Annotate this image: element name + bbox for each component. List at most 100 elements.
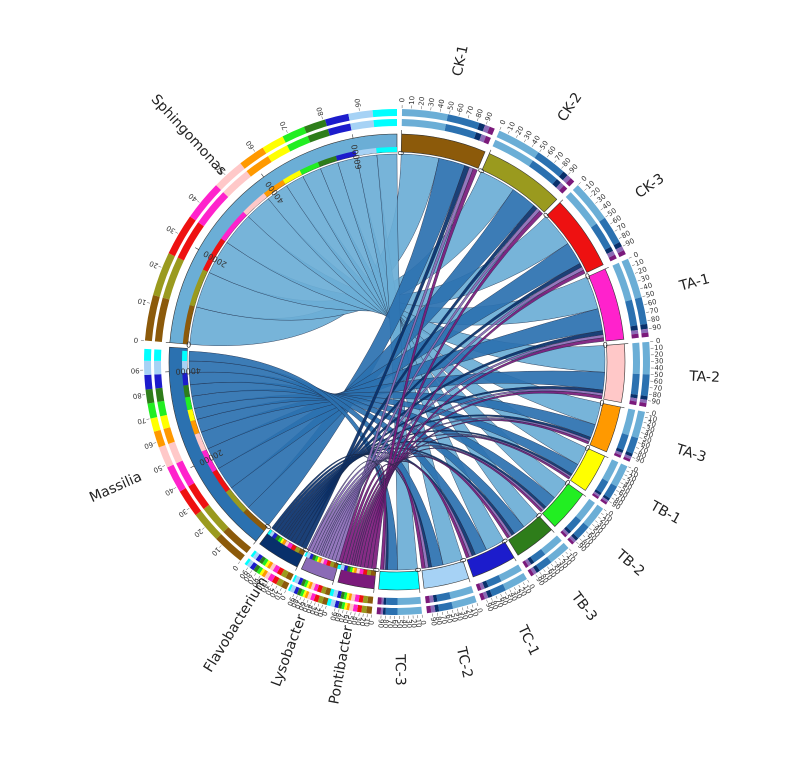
- taxon-band-sphingomonas-1: [189, 269, 208, 307]
- pct-tick-label: 20: [418, 96, 427, 106]
- pct-tick-label: 40: [531, 134, 543, 146]
- pct-tick-label: 10: [654, 344, 663, 352]
- pct-tick-label: 70: [542, 570, 554, 582]
- value-tick-label: 0: [541, 211, 551, 221]
- ring2-tb-1-0: [610, 463, 628, 487]
- pct-tick: [631, 264, 635, 267]
- pct-tick-label: 10: [647, 414, 657, 424]
- pct-tick: [576, 541, 579, 545]
- ring1-ck-1-1: [444, 123, 477, 139]
- pct-tick: [644, 303, 648, 305]
- pct-tick-label: 0: [656, 337, 661, 345]
- ring2-sphingomonas-6: [262, 136, 286, 154]
- pct-tick: [565, 551, 568, 555]
- pct-tick: [518, 584, 521, 588]
- pct-tick-label: 90: [484, 111, 495, 122]
- pct-tick: [646, 311, 650, 313]
- pct-tick: [458, 112, 460, 116]
- segment-tb-2: [541, 483, 584, 527]
- taxon-band-sphingomonas-6: [282, 170, 303, 185]
- taxon-band-pontibacter-0: [370, 570, 376, 576]
- pct-tick: [486, 599, 488, 603]
- ring1-flavobacterium-2: [276, 567, 285, 576]
- pct-tick: [568, 548, 572, 552]
- pct-tick: [554, 160, 557, 163]
- ring1-pontibacter-9: [336, 590, 342, 599]
- pct-tick-label: 90: [237, 568, 249, 580]
- ring1-tc-3-3: [381, 597, 384, 605]
- pct-tick-label: 40: [437, 99, 446, 109]
- pct-tick: [622, 244, 626, 247]
- ring2-sphingomonas-2: [168, 216, 196, 257]
- ring1-ta-1-1: [625, 299, 638, 327]
- ring2-lysobacter-3: [309, 592, 316, 601]
- value-tick-label: 0: [186, 340, 192, 349]
- taxon-band-massilia-2: [212, 469, 230, 493]
- ring1-ck-2-4: [559, 185, 568, 194]
- value-tick-label: 0: [458, 557, 468, 565]
- pct-tick-label: 40: [259, 582, 270, 594]
- pct-tick: [610, 222, 613, 225]
- ring1-tc-2-0: [449, 585, 474, 599]
- ring2-massilia-11: [144, 348, 152, 361]
- value-tick: [253, 540, 257, 545]
- value-tick-label: 0: [413, 567, 422, 573]
- pct-tick-label: 20: [626, 473, 638, 484]
- pct-tick-label: 90: [534, 576, 546, 588]
- ring2-massilia-5: [153, 429, 166, 448]
- pct-tick: [582, 534, 586, 538]
- taxon-band-massilia-8: [183, 384, 190, 398]
- taxon-band-sphingomonas-2: [202, 238, 226, 272]
- taxon-band-sphingomonas-10: [355, 148, 377, 156]
- pct-tick-label: 50: [345, 615, 354, 625]
- pct-tick-label: 30: [308, 605, 318, 616]
- pct-tick: [219, 545, 222, 548]
- pct-tick: [613, 493, 617, 496]
- ring2-pontibacter-4: [348, 603, 354, 612]
- taxon-band-lysobacter-4: [320, 558, 325, 564]
- pct-tick-label: 0: [527, 583, 536, 591]
- ring2-ta-1-2: [640, 323, 648, 330]
- taxon-band-pontibacter-5: [353, 567, 358, 574]
- taxon-band-massilia-3: [201, 449, 217, 473]
- value-tick: [620, 406, 625, 409]
- pct-tick-label: 10: [506, 121, 517, 133]
- pct-tick-label: 80: [650, 315, 660, 324]
- label-ck-1: CK-1: [450, 44, 472, 78]
- ring1-massilia-0: [223, 527, 252, 553]
- pct-tick: [595, 201, 598, 204]
- ring1-pontibacter-10: [332, 589, 339, 598]
- label-ta-1: TA-1: [677, 271, 712, 295]
- ring1-tc-1-3: [479, 582, 485, 590]
- pct-tick: [279, 588, 282, 591]
- ring1-tb-3-4: [522, 560, 529, 568]
- pct-tick: [603, 509, 607, 512]
- taxon-band-pontibacter-8: [346, 566, 351, 572]
- ring2-sphingomonas-4: [216, 163, 245, 191]
- ring1-sphingomonas-0: [154, 297, 170, 342]
- taxon-band-sphingomonas-11: [376, 147, 397, 153]
- ring1-massilia-7: [157, 400, 167, 417]
- pct-tick-label: 50: [654, 371, 663, 379]
- segment-ck-1: [400, 133, 486, 169]
- ring1-tb-1-2: [594, 489, 602, 496]
- pct-tick-label: 20: [358, 617, 367, 627]
- pct-tick-label: 60: [640, 440, 651, 450]
- pct-tick-label: 20: [599, 516, 611, 528]
- pct-tick-label: 90: [354, 98, 363, 108]
- ring1-tc-3-1: [386, 597, 398, 605]
- pct-tick: [491, 597, 493, 601]
- ring2-tc-2-4: [426, 605, 432, 614]
- taxon-band-lysobacter-7: [314, 555, 319, 562]
- ring2-tb-1-2: [602, 494, 611, 501]
- pct-tick-label: 90: [429, 616, 438, 626]
- taxon-band-massilia-4: [194, 432, 207, 452]
- pct-tick-label: 0: [475, 607, 484, 614]
- pct-tick-label: 70: [494, 598, 505, 609]
- ring1-tb-2-3: [562, 528, 569, 536]
- ring2-tc-3-3: [380, 607, 384, 615]
- pct-tick-label: 0: [133, 336, 138, 344]
- pct-tick-label: 80: [132, 391, 142, 400]
- taxon-band-flavobacterium-9: [271, 532, 278, 539]
- taxon-band-sphingomonas-0: [182, 305, 195, 345]
